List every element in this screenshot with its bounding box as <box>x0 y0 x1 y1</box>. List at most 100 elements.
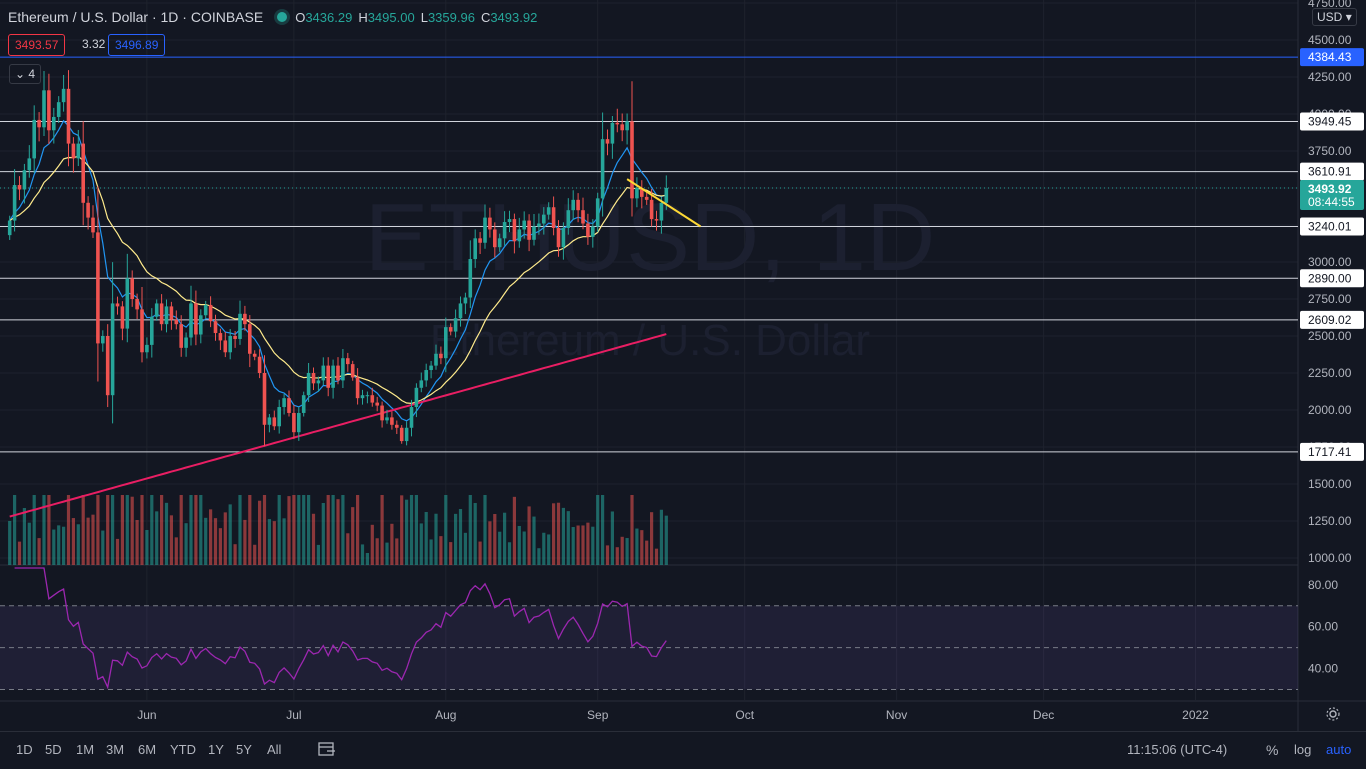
candle[interactable] <box>238 300 242 345</box>
candle[interactable] <box>252 350 257 361</box>
candle[interactable] <box>576 193 580 223</box>
candle[interactable] <box>145 337 149 359</box>
candle[interactable] <box>316 376 321 392</box>
candle[interactable] <box>86 196 90 230</box>
candle[interactable] <box>586 213 590 245</box>
candle[interactable] <box>52 107 56 144</box>
candle[interactable] <box>311 367 316 391</box>
candle[interactable] <box>189 285 193 346</box>
buy-button[interactable]: 3496.89 <box>108 34 166 56</box>
level-price-label[interactable]: 2609.02 <box>1308 313 1352 327</box>
candle[interactable] <box>453 309 458 338</box>
auto-scale-toggle[interactable]: auto <box>1326 742 1352 757</box>
candle[interactable] <box>595 192 600 233</box>
candle[interactable] <box>380 401 384 428</box>
candle[interactable] <box>47 73 51 144</box>
sell-button[interactable]: 3493.57 <box>8 34 66 56</box>
candle[interactable] <box>502 211 507 246</box>
clock-readout[interactable]: 11:15:06 (UTC-4) <box>1127 742 1228 757</box>
candle[interactable] <box>101 330 105 352</box>
candle[interactable] <box>488 207 492 238</box>
candle[interactable] <box>527 214 531 252</box>
candle[interactable] <box>532 213 536 246</box>
candle[interactable] <box>424 363 428 387</box>
candle[interactable] <box>370 387 375 407</box>
candle[interactable] <box>61 74 66 112</box>
candle[interactable] <box>473 229 477 268</box>
candle[interactable] <box>463 292 468 315</box>
candle[interactable] <box>66 70 71 167</box>
candle[interactable] <box>76 129 81 167</box>
candle[interactable] <box>42 71 46 137</box>
chart-canvas[interactable]: ETHUSD, 1D Ethereum / U.S. Dollar 1000.0… <box>0 0 1366 731</box>
level-price-label[interactable]: 2890.00 <box>1308 271 1352 285</box>
candle[interactable] <box>444 317 448 373</box>
candle[interactable] <box>522 211 526 239</box>
candle[interactable] <box>228 328 232 360</box>
candle[interactable] <box>184 332 188 357</box>
candle[interactable] <box>135 293 139 319</box>
candle[interactable] <box>458 296 463 327</box>
timeframe-button-ytd[interactable]: YTD <box>170 742 196 757</box>
candle[interactable] <box>218 328 223 350</box>
candle[interactable] <box>130 270 134 307</box>
candle[interactable] <box>654 210 659 231</box>
trendline[interactable] <box>626 178 702 228</box>
candle[interactable] <box>625 113 629 145</box>
candle[interactable] <box>306 363 311 403</box>
log-scale-toggle[interactable]: log <box>1294 742 1312 757</box>
candle[interactable] <box>434 344 438 370</box>
timeframe-button-all[interactable]: All <box>267 742 282 757</box>
candle[interactable] <box>571 190 575 220</box>
currency-select[interactable]: USD ▾ <box>1312 8 1357 26</box>
candle[interactable] <box>561 222 566 260</box>
candle[interactable] <box>81 121 85 226</box>
candle[interactable] <box>233 331 237 348</box>
timeframe-button-5d[interactable]: 5D <box>45 742 62 757</box>
candle[interactable] <box>497 233 502 252</box>
candle[interactable] <box>493 222 497 258</box>
symbol-title[interactable]: Ethereum / U.S. Dollar · 1D · COINBASE <box>8 9 264 25</box>
level-price-label[interactable]: 3610.91 <box>1308 165 1352 179</box>
candle[interactable] <box>91 205 95 238</box>
candle[interactable] <box>223 331 228 358</box>
candle[interactable] <box>365 391 370 404</box>
candle[interactable] <box>355 368 360 405</box>
candle[interactable] <box>248 315 252 368</box>
candle[interactable] <box>96 186 100 382</box>
candle[interactable] <box>385 409 389 424</box>
candle[interactable] <box>262 355 267 447</box>
candle[interactable] <box>213 314 218 341</box>
candle[interactable] <box>414 383 419 418</box>
candle[interactable] <box>56 96 61 123</box>
candle[interactable] <box>439 346 443 365</box>
candle[interactable] <box>105 324 110 408</box>
candle[interactable] <box>336 357 340 385</box>
candle[interactable] <box>7 215 12 240</box>
candle[interactable] <box>620 113 624 142</box>
level-price-label[interactable]: 3240.01 <box>1308 219 1352 233</box>
candle[interactable] <box>644 191 649 205</box>
candle[interactable] <box>194 290 198 346</box>
candle[interactable] <box>395 420 399 435</box>
candle[interactable] <box>600 112 605 217</box>
timeframe-button-5y[interactable]: 5Y <box>236 742 252 757</box>
candle[interactable] <box>615 108 620 133</box>
candle[interactable] <box>640 180 644 209</box>
candle[interactable] <box>277 399 281 434</box>
candle[interactable] <box>208 296 213 328</box>
candle[interactable] <box>360 389 365 405</box>
candle[interactable] <box>399 425 404 444</box>
candle[interactable] <box>659 196 664 234</box>
candle[interactable] <box>326 357 330 397</box>
candle[interactable] <box>390 411 394 430</box>
candle[interactable] <box>478 232 482 255</box>
candle[interactable] <box>159 294 164 331</box>
candle[interactable] <box>150 308 154 358</box>
candle[interactable] <box>341 349 345 389</box>
candle[interactable] <box>110 262 115 424</box>
high-price-label[interactable]: 4384.43 <box>1308 50 1352 64</box>
candle[interactable] <box>267 413 272 433</box>
candle[interactable] <box>409 399 414 437</box>
candle[interactable] <box>591 219 595 248</box>
